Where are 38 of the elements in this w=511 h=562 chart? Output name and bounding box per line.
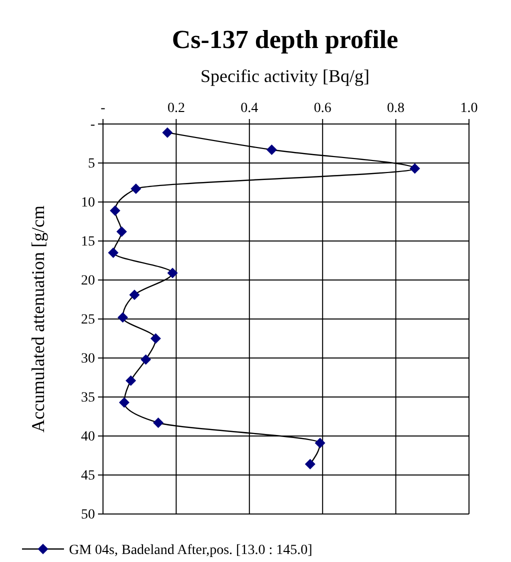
- y-tick-label: 5: [88, 156, 95, 172]
- point: [116, 226, 127, 237]
- point: [118, 397, 130, 408]
- point: [118, 312, 128, 323]
- point: [314, 438, 326, 448]
- y-tick-label: 25: [81, 312, 95, 328]
- y-tick-label: 30: [81, 351, 95, 366]
- y-tick-label: 40: [81, 429, 95, 444]
- y-tick-label: 35: [81, 390, 95, 406]
- point: [129, 290, 140, 300]
- y-tick-label: 10: [81, 195, 95, 210]
- x-tick-label: -: [100, 100, 106, 116]
- point: [153, 418, 164, 428]
- point: [410, 163, 420, 174]
- y-tick-label: 15: [81, 234, 95, 250]
- y-axis-title: Accumulated attenuation [g/cm: [28, 206, 48, 432]
- y-tick-label: 20: [81, 273, 95, 288]
- point: [304, 458, 316, 470]
- x-tick-label: 0.8: [387, 100, 405, 116]
- point: [167, 268, 178, 278]
- point: [266, 144, 277, 155]
- x-axis-title: Specific activity [Bq/g]: [200, 66, 370, 86]
- x-tick-label: 0.4: [240, 100, 258, 116]
- chart-title: Cs-137 depth profile: [172, 25, 398, 54]
- y-tick-label: 50: [81, 507, 95, 522]
- x-tick-label: 0.2: [167, 100, 185, 116]
- point: [162, 127, 173, 138]
- point: [110, 205, 120, 216]
- y-tick-label: 45: [81, 468, 95, 484]
- x-tick-label: 0.6: [314, 100, 332, 116]
- point: [108, 247, 118, 258]
- point: [126, 375, 136, 386]
- point: [130, 184, 142, 194]
- x-tick-label: 1.0: [460, 100, 478, 116]
- y-tick-label: -: [90, 117, 96, 132]
- point: [140, 354, 152, 365]
- point: [150, 333, 161, 344]
- legend-label: GM 04s, Badeland After,pos. [13.0 : 145.0]: [69, 542, 312, 558]
